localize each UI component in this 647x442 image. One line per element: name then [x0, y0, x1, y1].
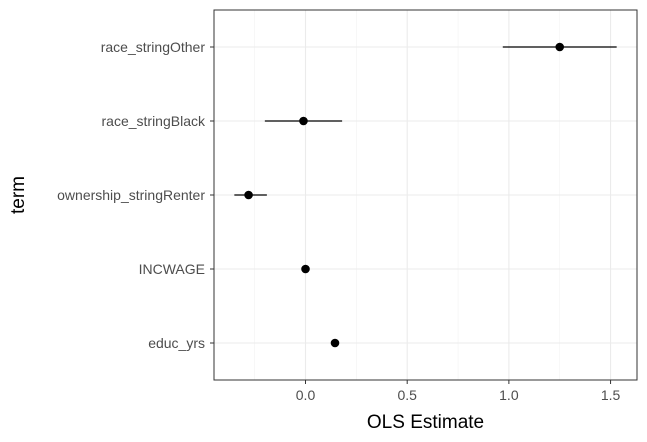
y-tick-label: ownership_stringRenter [57, 187, 205, 203]
y-tick-label: race_stringBlack [102, 113, 206, 129]
grid-lines [214, 10, 637, 380]
estimate-point [330, 338, 340, 348]
estimate-point [301, 264, 310, 274]
data-marks [234, 42, 617, 348]
axes: 0.0 0.5 1.0 1.5 race_stringOther race_stringB… [57, 39, 620, 403]
x-tick-label: 0.5 [397, 387, 417, 403]
x-axis-title: OLS Estimate [367, 412, 484, 433]
y-axis-title: term [8, 176, 29, 214]
x-tick-label: 0.0 [296, 387, 316, 403]
y-tick-label: educ_yrs [148, 335, 205, 351]
estimate-point [244, 190, 253, 200]
y-tick-label: race_stringOther [101, 39, 206, 55]
x-tick-label: 1.5 [601, 387, 621, 403]
y-tick-label: INCWAGE [139, 261, 205, 277]
estimate-point [555, 42, 565, 52]
estimate-point [299, 116, 308, 126]
x-tick-label: 1.0 [499, 387, 519, 403]
